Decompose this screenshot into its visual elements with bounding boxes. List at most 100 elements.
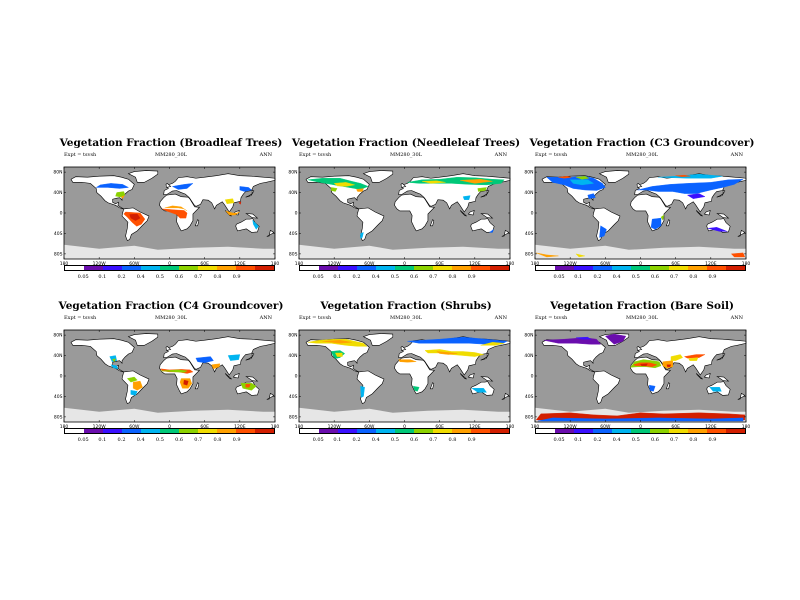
season-label: ANN	[259, 152, 272, 158]
colorbar-label: 0.05	[312, 437, 324, 443]
land-madagascar	[429, 219, 435, 227]
land-borneo	[467, 209, 475, 216]
colorbar-label: 0.1	[333, 274, 342, 280]
land-britain	[636, 182, 643, 188]
land-new-guinea	[480, 376, 494, 382]
lon-tick-label: 180	[60, 424, 69, 430]
lon-tick-label: 120W	[328, 261, 342, 267]
lon-tick-label: 120W	[564, 424, 578, 430]
colorbar-swatch	[376, 429, 395, 433]
colorbar-label: 0.5	[390, 437, 399, 443]
land-new-guinea	[245, 376, 259, 382]
vegetation-patch	[110, 364, 119, 370]
model-label: MM280_30L	[155, 315, 187, 321]
land-south-america	[356, 207, 385, 242]
lat-tick-label: 40N	[524, 190, 533, 196]
vegetation-patch	[421, 180, 446, 184]
season-label: ANN	[730, 315, 743, 321]
lon-tick-label: 0	[639, 261, 642, 267]
colorbar-swatch	[357, 266, 376, 270]
land-japan	[716, 352, 726, 361]
lat-tick-label: 0	[60, 374, 63, 380]
land-japan	[716, 189, 726, 198]
colorbar-swatch	[236, 266, 255, 270]
vegetation-patch	[129, 213, 141, 221]
lat-tick-label: 0	[531, 211, 534, 217]
season-label: ANN	[494, 152, 507, 158]
colorbar-swatch	[574, 429, 593, 433]
land-greenland	[127, 333, 159, 346]
land-borneo	[703, 372, 711, 379]
experiment-label: Expt = tsvsh	[535, 315, 568, 321]
lat-tick-label: 40N	[524, 353, 533, 359]
colorbar-label: 0.9	[232, 437, 241, 443]
land-britain	[165, 345, 172, 351]
lon-tick-label: 120E	[469, 424, 481, 430]
colorbar-label: 0.6	[175, 274, 184, 280]
vegetation-patch	[569, 179, 594, 186]
vegetation-map: 180 120W 60W 0 60E 120E 180 80N 40N 0 40S 80S	[524, 329, 750, 430]
vegetation-patch	[459, 179, 493, 184]
colorbar-swatch	[179, 429, 198, 433]
colorbar-label: 0.8	[448, 274, 457, 280]
colorbar-label: 0.9	[232, 274, 241, 280]
lon-tick-label: 0	[168, 261, 171, 267]
land-new-zealand	[737, 392, 746, 400]
lat-tick-label: 80S	[525, 251, 534, 257]
colorbar-swatch	[395, 429, 414, 433]
vegetation-patch	[709, 387, 722, 392]
colorbar-label: 0.6	[175, 437, 184, 443]
lon-tick-label: 60E	[671, 261, 680, 267]
colorbar-swatch	[103, 429, 122, 433]
vegetation-patch	[640, 363, 648, 366]
lat-tick-label: 40S	[525, 231, 534, 237]
land-new-zealand	[266, 392, 275, 400]
land-madagascar	[194, 219, 200, 227]
vegetation-patch	[660, 214, 665, 221]
lat-tick-label: 80S	[289, 414, 298, 420]
colorbar-swatch	[631, 266, 650, 270]
land-britain	[400, 345, 407, 351]
vegetation-patch	[687, 193, 706, 199]
land-greenland	[598, 170, 630, 183]
colorbar-label: 0.1	[333, 437, 342, 443]
colorbar: 0.05 0.1 0.2 0.4 0.5 0.6 0.7 0.8 0.9	[535, 428, 746, 458]
colorbar-swatch	[593, 266, 612, 270]
vegetation-patch	[164, 205, 188, 212]
land-britain	[636, 345, 643, 351]
colorbar-strip	[299, 428, 510, 434]
lat-tick-label: 40N	[288, 190, 297, 196]
colorbar-label: 0.8	[213, 274, 222, 280]
lat-tick-label: 0	[531, 374, 534, 380]
colorbar-swatch	[236, 429, 255, 433]
vegetation-patch	[398, 359, 417, 363]
colorbar-swatch	[574, 266, 593, 270]
land-greenland	[127, 170, 159, 183]
vegetation-patch	[360, 232, 364, 239]
model-label: MM280_30L	[155, 152, 187, 158]
colorbar-swatch	[122, 429, 141, 433]
season-label: ANN	[730, 152, 743, 158]
colorbar-swatch	[452, 266, 471, 270]
colorbar-label: 0.9	[708, 274, 717, 280]
colorbar-label: 0.2	[352, 437, 361, 443]
land-new-zealand	[501, 392, 510, 400]
lon-tick-label: 60W	[129, 261, 140, 267]
vegetation-patch	[649, 384, 656, 392]
colorbar-label: 0.7	[670, 274, 679, 280]
land-new-guinea	[480, 213, 494, 219]
colorbar-swatch	[217, 429, 236, 433]
colorbar-strip	[535, 428, 746, 434]
colorbar-label: 0.9	[467, 274, 476, 280]
colorbar-swatch	[395, 266, 414, 270]
colorbar: 0.05 0.1 0.2 0.4 0.5 0.6 0.7 0.8 0.9	[64, 428, 275, 458]
colorbar-strip	[64, 428, 275, 434]
colorbar-label: 0.4	[136, 274, 145, 280]
colorbar-label: 0.2	[593, 437, 602, 443]
experiment-label: Expt = tsvsh	[299, 152, 332, 158]
vegetation-patch	[224, 198, 235, 204]
colorbar-label: 0.1	[98, 274, 107, 280]
colorbar-swatch	[141, 429, 160, 433]
colorbar-swatch	[612, 429, 631, 433]
land-japan	[245, 189, 255, 198]
